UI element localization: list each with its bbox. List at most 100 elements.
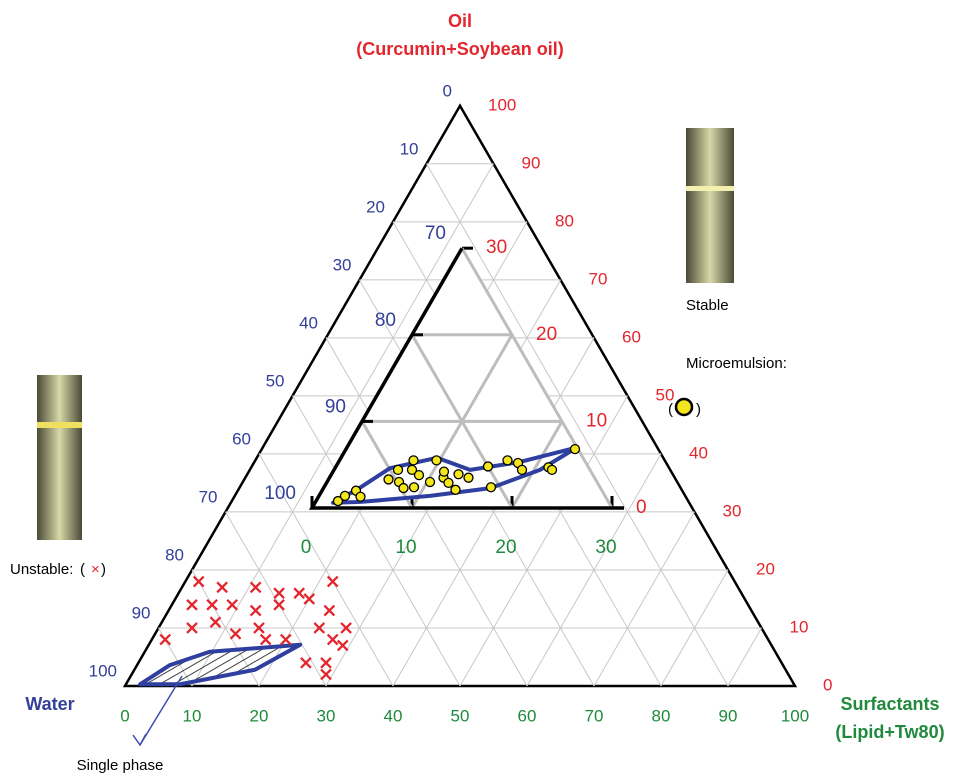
point bbox=[249, 581, 262, 594]
surfactant-tick-label: 10 bbox=[183, 706, 202, 725]
legend-marker bbox=[674, 397, 694, 417]
surfactant-tick-label: 90 bbox=[719, 706, 738, 725]
oil-tick-label: 10 bbox=[790, 617, 809, 636]
inset-grid-line bbox=[410, 334, 514, 509]
point bbox=[192, 575, 205, 588]
point bbox=[320, 668, 332, 681]
inset-grid-line bbox=[360, 420, 414, 509]
tube-meniscus bbox=[686, 186, 734, 191]
surfactant-tick-label: 80 bbox=[652, 706, 671, 725]
point bbox=[326, 575, 339, 588]
point bbox=[443, 477, 454, 489]
grid-line bbox=[426, 163, 729, 687]
tube-meniscus bbox=[37, 422, 82, 428]
grid-line bbox=[258, 453, 394, 687]
surfactant-tick-label: 40 bbox=[384, 706, 403, 725]
point bbox=[383, 474, 394, 485]
point bbox=[259, 633, 272, 646]
point bbox=[438, 466, 450, 477]
oil-tick-label: 70 bbox=[589, 269, 608, 288]
point bbox=[569, 443, 581, 455]
grid-line bbox=[727, 627, 762, 687]
inset-oil-tick-label: 10 bbox=[586, 410, 607, 431]
legend-note: Stable bbox=[686, 297, 729, 314]
grid-line bbox=[225, 511, 327, 687]
chart-title: Oil bbox=[448, 11, 472, 31]
inset-oil-tick-label: 30 bbox=[486, 237, 507, 258]
surfactant-tick-label: 60 bbox=[518, 706, 537, 725]
inset-axis bbox=[308, 247, 624, 510]
chart-subtitle: (Curcumin+Soybean oil) bbox=[356, 39, 564, 59]
point bbox=[332, 495, 344, 507]
inset-oil-tick-label: 20 bbox=[536, 324, 557, 345]
point bbox=[398, 482, 409, 494]
inset-water-tick-label: 100 bbox=[264, 483, 296, 504]
grid-line bbox=[325, 337, 528, 687]
point bbox=[273, 598, 285, 611]
water-tick-label: 30 bbox=[333, 255, 352, 274]
point bbox=[186, 598, 198, 611]
point bbox=[249, 604, 262, 617]
inset-surfactant-tick-label: 10 bbox=[395, 537, 416, 558]
oil-tick-label: 80 bbox=[555, 211, 574, 230]
water-tick-label: 40 bbox=[299, 313, 318, 332]
point bbox=[209, 616, 222, 628]
inset-water-tick-label: 80 bbox=[375, 310, 396, 331]
water-tick-label: 60 bbox=[232, 429, 251, 448]
point bbox=[326, 633, 339, 646]
point bbox=[450, 484, 461, 495]
water-tick-label: 90 bbox=[132, 603, 151, 622]
point bbox=[186, 622, 198, 634]
inset-axis bbox=[460, 247, 614, 509]
point bbox=[463, 472, 474, 483]
point bbox=[408, 455, 419, 466]
point bbox=[273, 587, 285, 599]
oil-tick-label: 20 bbox=[756, 559, 775, 578]
legend-bracket: ) bbox=[696, 401, 701, 418]
oil-tick-label: 100 bbox=[488, 95, 516, 114]
point bbox=[453, 469, 464, 480]
point bbox=[253, 622, 265, 634]
point bbox=[336, 639, 349, 652]
point bbox=[303, 593, 316, 605]
point bbox=[159, 633, 172, 646]
inset-surfactant-tick-label: 0 bbox=[301, 537, 312, 558]
point bbox=[293, 587, 306, 599]
water-tick-label: 20 bbox=[366, 197, 385, 216]
inset-grid-line bbox=[510, 420, 564, 509]
region bbox=[138, 642, 303, 687]
arrow-head bbox=[132, 733, 147, 747]
oil-tick-label: 60 bbox=[622, 327, 641, 346]
point bbox=[482, 461, 494, 472]
inset-water-tick-label: 90 bbox=[325, 396, 346, 417]
region-label: Single phase bbox=[77, 757, 164, 774]
point bbox=[229, 627, 242, 640]
point bbox=[206, 598, 218, 611]
legend-marker: × bbox=[91, 561, 100, 578]
legend-bracket: ( bbox=[668, 401, 673, 418]
oil-tick-label: 50 bbox=[656, 385, 675, 404]
point bbox=[313, 622, 326, 634]
legend-label: Microemulsion: bbox=[686, 355, 787, 372]
surfactant-tick-label: 0 bbox=[120, 706, 129, 725]
arrow bbox=[139, 675, 183, 746]
water-tick-label: 70 bbox=[199, 487, 218, 506]
water-tick-label: 100 bbox=[89, 661, 117, 680]
left-vertex-label: Water bbox=[25, 694, 74, 714]
point bbox=[502, 455, 513, 466]
water-tick-label: 50 bbox=[266, 371, 285, 390]
oil-tick-label: 0 bbox=[823, 675, 832, 694]
legend-bracket: ( bbox=[80, 561, 85, 578]
stable-tube-photo bbox=[686, 128, 734, 283]
water-tick-label: 0 bbox=[443, 81, 452, 100]
point bbox=[320, 656, 332, 669]
point bbox=[546, 464, 558, 476]
inset-water-tick-label: 70 bbox=[425, 223, 446, 244]
point bbox=[485, 482, 497, 493]
surfactant-tick-label: 20 bbox=[250, 706, 269, 725]
oil-tick-label: 90 bbox=[522, 153, 541, 172]
point bbox=[279, 633, 292, 646]
point bbox=[355, 491, 366, 502]
